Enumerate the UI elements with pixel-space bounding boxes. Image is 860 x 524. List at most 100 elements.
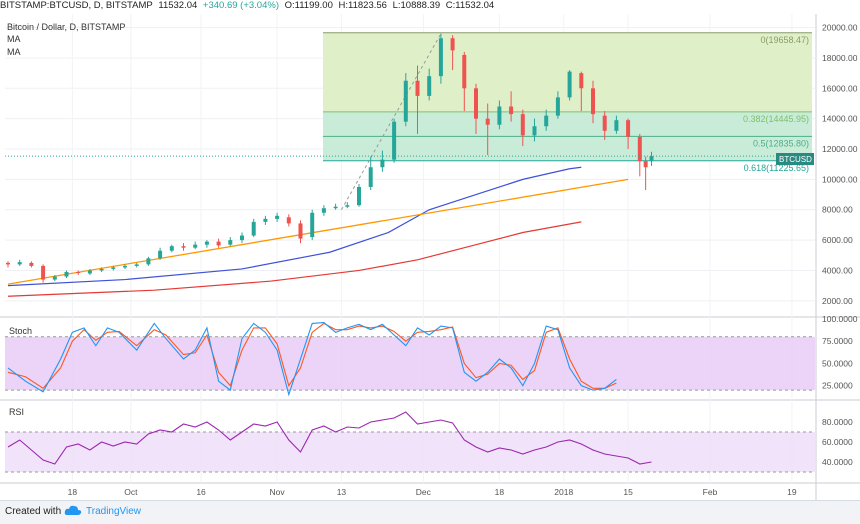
- y-tick-label: 12000.00: [822, 144, 858, 154]
- symbol-name[interactable]: BITSTAMP:BTCUSD, D, BITSTAMP: [0, 0, 153, 11]
- candle-body[interactable]: [509, 106, 514, 115]
- candle-body[interactable]: [193, 244, 198, 248]
- candle-body[interactable]: [555, 97, 560, 116]
- candle-body[interactable]: [544, 115, 549, 127]
- rsi-line[interactable]: [7, 411, 652, 465]
- x-tick-label: 19: [787, 487, 797, 497]
- candle-body[interactable]: [29, 262, 34, 266]
- candle-body[interactable]: [380, 159, 385, 168]
- rsi-tick-label: 80.0000: [822, 417, 853, 427]
- candle-body[interactable]: [298, 223, 303, 239]
- ma-legend-1[interactable]: MA: [7, 34, 21, 44]
- tradingview-brand[interactable]: TradingView: [86, 506, 142, 517]
- candle-body[interactable]: [158, 250, 163, 259]
- price-tag-label: BTCUSD: [779, 155, 812, 164]
- candle-body[interactable]: [333, 206, 338, 209]
- x-tick-label: 18: [68, 487, 78, 497]
- candle-body[interactable]: [649, 156, 654, 162]
- candle-body[interactable]: [275, 215, 280, 219]
- candle-body[interactable]: [462, 54, 467, 89]
- candle-body[interactable]: [637, 136, 642, 162]
- candle-body[interactable]: [169, 246, 174, 251]
- candle-body[interactable]: [415, 80, 420, 96]
- candle-body[interactable]: [345, 205, 350, 207]
- candle-body[interactable]: [41, 265, 46, 280]
- candle-body[interactable]: [567, 71, 572, 98]
- stoch-tick-label: 50.0000: [822, 358, 853, 368]
- fibonacci-retracement[interactable]: 0(19658.47) 0.382(14445.95) 0.5(12835.80) 0…: [323, 32, 812, 210]
- ma-fast-line[interactable]: [7, 166, 582, 287]
- stoch-tick-label: 100.0000: [822, 314, 858, 324]
- y-tick-label: 4000.00: [822, 265, 853, 275]
- rsi-pane[interactable]: [5, 411, 815, 473]
- candle-body[interactable]: [357, 186, 361, 206]
- candle-body[interactable]: [485, 118, 490, 125]
- x-tick-label: 13: [337, 487, 347, 497]
- ma-legend-2[interactable]: MA: [7, 47, 21, 57]
- y-tick-label: 10000.00: [822, 174, 858, 184]
- candle-body[interactable]: [321, 208, 326, 213]
- x-tick-label: Feb: [703, 487, 718, 497]
- candle-body[interactable]: [17, 262, 22, 265]
- candle-body[interactable]: [450, 38, 455, 51]
- chart-canvas[interactable]: 0(19658.47) 0.382(14445.95) 0.5(12835.80) 0…: [0, 14, 860, 500]
- candle-body[interactable]: [474, 88, 478, 119]
- candle-body[interactable]: [403, 80, 408, 122]
- candle-body[interactable]: [591, 88, 595, 115]
- candle-body[interactable]: [123, 265, 127, 268]
- candle-body[interactable]: [240, 235, 244, 241]
- chart-title: Bitcoin / Dollar, D, BITSTAMP: [7, 22, 125, 32]
- candle-body[interactable]: [251, 221, 256, 236]
- candle-body[interactable]: [111, 267, 116, 269]
- candle-body[interactable]: [216, 241, 221, 246]
- y-tick-label: 2000.00: [822, 296, 853, 306]
- candle-body[interactable]: [579, 73, 584, 89]
- candle-body[interactable]: [310, 212, 315, 238]
- y-tick-label: 18000.00: [822, 53, 858, 63]
- candle-body[interactable]: [368, 167, 373, 187]
- candle-body[interactable]: [438, 38, 443, 77]
- stoch-pane[interactable]: [5, 321, 815, 397]
- low-value: L:10888.39: [392, 0, 441, 11]
- candle-body[interactable]: [181, 246, 186, 248]
- fib-level-label: 0.382(14445.95): [743, 114, 809, 124]
- candle-body[interactable]: [392, 121, 397, 160]
- candle-body[interactable]: [643, 161, 648, 168]
- y-tick-label: 6000.00: [822, 235, 853, 245]
- candle-body[interactable]: [64, 271, 69, 277]
- stoch-k-line[interactable]: [7, 321, 617, 397]
- y-tick-label: 14000.00: [822, 114, 858, 124]
- candle-body[interactable]: [99, 268, 104, 271]
- stoch-tick-label: 75.0000: [822, 336, 853, 346]
- x-tick-label: 18: [495, 487, 505, 497]
- candle-body[interactable]: [228, 240, 233, 245]
- price-axis[interactable]: 20000.00 18000.00 16000.00 14000.00 12000.00…: [68, 14, 858, 500]
- trendline[interactable]: [7, 178, 629, 285]
- candle-body[interactable]: [204, 241, 209, 245]
- candle-body[interactable]: [497, 106, 502, 125]
- candle-body[interactable]: [602, 115, 607, 131]
- candle-body[interactable]: [263, 218, 268, 222]
- candle-body[interactable]: [6, 262, 10, 265]
- candle-body[interactable]: [532, 126, 537, 136]
- price-pane[interactable]: [5, 33, 815, 297]
- y-tick-label: 8000.00: [822, 205, 853, 215]
- stoch-d-line[interactable]: [7, 322, 617, 390]
- candle-body[interactable]: [146, 258, 151, 265]
- open-value: O:11199.00: [284, 0, 333, 11]
- candle-body[interactable]: [286, 217, 291, 224]
- footer: Created with TradingView: [0, 500, 860, 524]
- rsi-title: RSI: [9, 407, 24, 417]
- candle-body[interactable]: [520, 114, 525, 136]
- tradingview-cloud-icon[interactable]: [64, 504, 82, 521]
- candle-body[interactable]: [626, 120, 631, 137]
- ma-slow-line[interactable]: [7, 221, 582, 297]
- rsi-tick-label: 40.0000: [822, 457, 853, 467]
- candle-body[interactable]: [427, 76, 432, 96]
- candle-body[interactable]: [614, 120, 619, 131]
- candle-body[interactable]: [134, 264, 139, 266]
- candle-body[interactable]: [76, 271, 81, 273]
- stoch-tick-label: 25.0000: [822, 381, 853, 391]
- candle-body[interactable]: [87, 270, 92, 274]
- candle-body[interactable]: [52, 276, 57, 280]
